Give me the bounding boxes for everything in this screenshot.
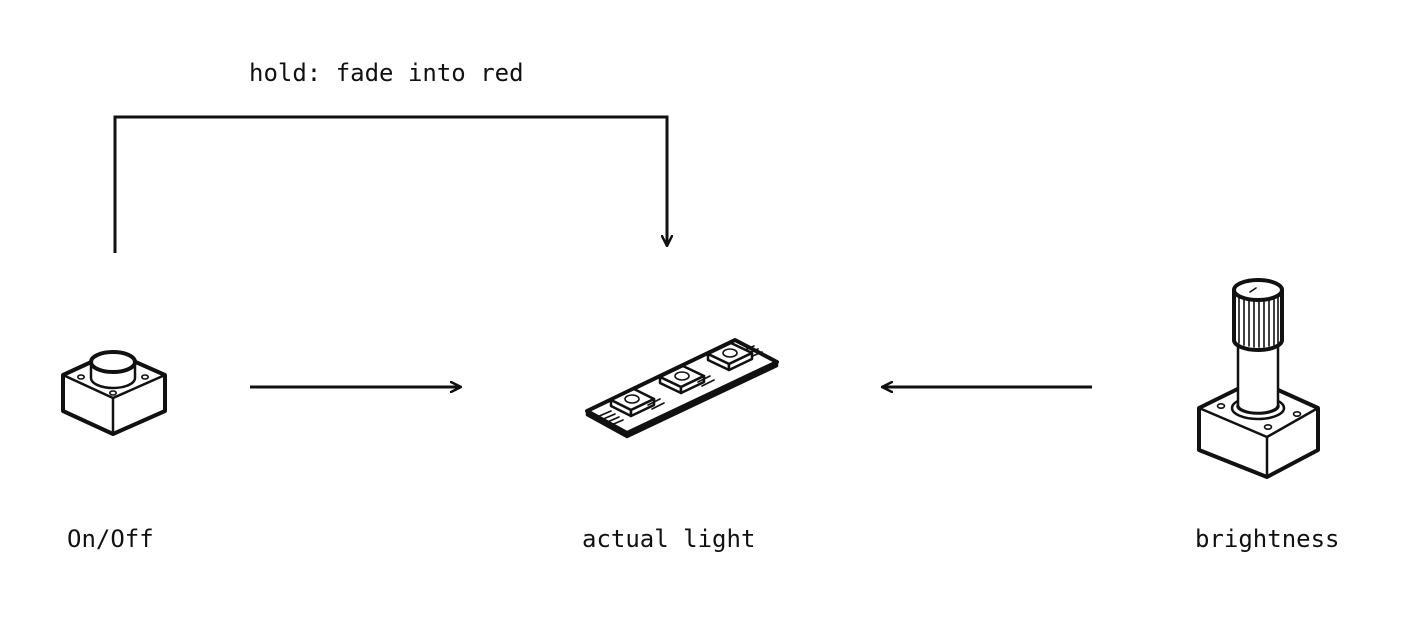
node-label-on-off: On/Off — [67, 525, 154, 553]
led-chip-1 — [609, 387, 665, 418]
node-label-brightness: brightness — [1195, 525, 1340, 553]
hold-connector-line — [113, 115, 667, 253]
potentiometer-icon — [1197, 278, 1320, 479]
node-on-off: On/Off — [61, 350, 167, 553]
node-label-actual-light: actual light — [582, 525, 755, 553]
edge-hold-fade: hold: fade into red — [113, 59, 667, 253]
node-brightness: brightness — [1195, 278, 1340, 553]
led-chip-2 — [658, 364, 715, 395]
push-button-icon — [61, 350, 167, 436]
led-chip-3 — [706, 341, 754, 372]
hold-connector-label: hold: fade into red — [249, 59, 524, 87]
node-actual-light: actual light — [582, 338, 779, 553]
led-strip-icon — [585, 338, 779, 439]
knob-knurling — [1238, 292, 1279, 348]
